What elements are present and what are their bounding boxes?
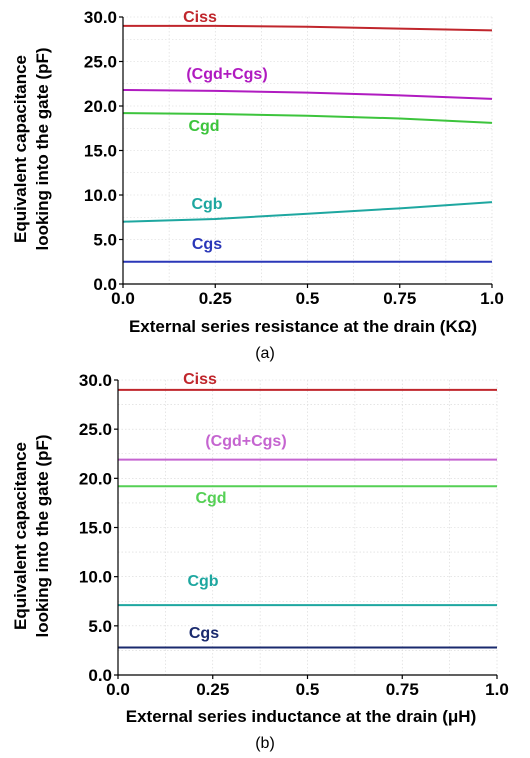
- y-tick-label: 15.0: [79, 519, 112, 538]
- y-tick-label: 20.0: [84, 97, 117, 116]
- panel-caption: (b): [255, 735, 275, 752]
- plot-area: [114, 379, 498, 679]
- y-tick-label: 0.0: [93, 275, 117, 294]
- x-tick-label: 0.5: [296, 289, 320, 308]
- x-axis-label: External series inductance at the drain …: [126, 707, 477, 726]
- series-line-cgd: [122, 112, 493, 124]
- y-axis-label-line-2: looking into the gate (pF): [33, 47, 52, 250]
- y-tick-label: 25.0: [79, 420, 112, 439]
- series-label-ciss: Ciss: [183, 9, 217, 26]
- series-label-cgd: Cgd: [195, 490, 226, 507]
- series-label-cgb: Cgb: [187, 573, 218, 590]
- x-tick-label: 0.0: [106, 680, 130, 699]
- x-tick-label: 0.0: [111, 289, 135, 308]
- x-tick-label: 0.5: [296, 680, 320, 699]
- y-tick-label: 30.0: [79, 371, 112, 390]
- series-label-cgd: Cgd: [188, 118, 219, 135]
- y-tick-label: 5.0: [93, 231, 117, 250]
- y-tick-label: 0.0: [88, 666, 112, 685]
- x-tick-label: 1.0: [485, 680, 509, 699]
- series-label-cgs: Cgs: [192, 236, 222, 253]
- y-tick-label: 25.0: [84, 53, 117, 72]
- plot-area: [119, 16, 493, 288]
- x-axis-label: External series resistance at the drain …: [129, 317, 477, 336]
- y-tick-label: 15.0: [84, 142, 117, 161]
- x-tick-label: 0.75: [383, 289, 416, 308]
- panel-caption: (a): [255, 345, 275, 362]
- series-label-cgd-cgs: (Cgd+Cgs): [205, 433, 286, 450]
- y-tick-label: 30.0: [84, 8, 117, 27]
- series-line-cgb: [122, 201, 493, 223]
- series-label-cgb: Cgb: [191, 196, 222, 213]
- y-axis-label-line-1: Equivalent capacitance: [11, 442, 30, 630]
- y-tick-label: 5.0: [88, 617, 112, 636]
- x-tick-label: 0.25: [196, 680, 229, 699]
- series-label-cgs: Cgs: [189, 625, 219, 642]
- x-tick-label: 1.0: [480, 289, 504, 308]
- y-tick-label: 20.0: [79, 469, 112, 488]
- chart-panel-b: Equivalent capacitance looking into the …: [11, 371, 509, 752]
- series-line-cgd-cgs: [122, 88, 493, 100]
- y-tick-label: 10.0: [84, 186, 117, 205]
- series-label-ciss: Ciss: [183, 371, 217, 388]
- chart-panel-a: Equivalent capacitance looking into the …: [11, 8, 504, 362]
- y-tick-label: 10.0: [79, 568, 112, 587]
- y-axis-label-line-1: Equivalent capacitance: [11, 55, 30, 243]
- series-label-cgd-cgs: (Cgd+Cgs): [186, 66, 267, 83]
- y-axis-label-line-2: looking into the gate (pF): [33, 434, 52, 637]
- x-tick-label: 0.25: [199, 289, 232, 308]
- x-tick-label: 0.75: [386, 680, 419, 699]
- series-line-ciss: [123, 24, 493, 32]
